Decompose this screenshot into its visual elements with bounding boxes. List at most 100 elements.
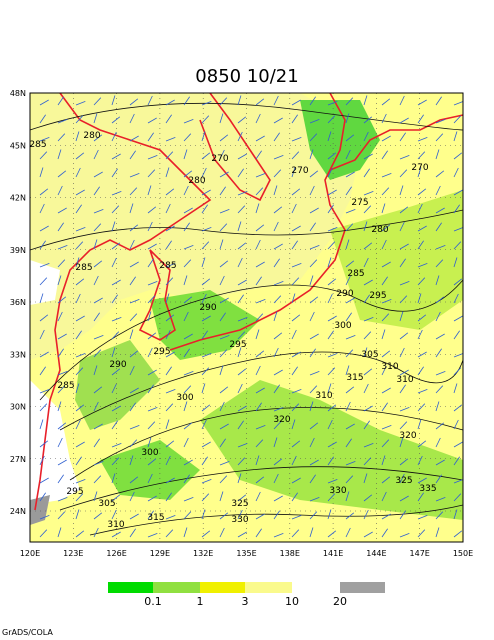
- lat-tick-label: 33N: [10, 350, 26, 359]
- wind-barb: [75, 204, 82, 214]
- wind-barb: [57, 296, 67, 304]
- wind-barb: [273, 347, 279, 358]
- contour-label: 305: [98, 499, 115, 509]
- wind-barb: [129, 135, 139, 142]
- wind-barb: [327, 227, 338, 232]
- wind-barb: [399, 437, 404, 448]
- wind-barb: [255, 98, 265, 106]
- wind-barb: [309, 296, 319, 304]
- wind-barb: [93, 149, 99, 160]
- wind-barb: [327, 257, 332, 268]
- wind-barb: [417, 188, 427, 196]
- wind-barb: [309, 119, 320, 124]
- wind-barb: [435, 348, 442, 358]
- wind-barb: [399, 458, 409, 466]
- wind-barb: [453, 204, 460, 214]
- contour: [89, 504, 464, 536]
- wind-barb: [219, 97, 228, 106]
- lon-tick-label: 123E: [63, 549, 83, 558]
- wind-barb: [327, 441, 337, 448]
- wind-barb: [309, 207, 319, 214]
- wind-barb: [201, 315, 211, 322]
- wind-barb: [291, 529, 300, 538]
- wind-barb: [345, 113, 350, 124]
- contour-label: 325: [231, 499, 248, 509]
- wind-barb: [165, 203, 171, 214]
- wind-barb: [219, 423, 229, 430]
- wind-barb: [273, 473, 279, 484]
- wind-barb: [147, 347, 153, 358]
- wind-barb: [273, 369, 283, 376]
- wind-barb: [327, 509, 332, 520]
- contour: [39, 279, 464, 401]
- wind-barb: [291, 329, 297, 340]
- wind-barb: [381, 387, 391, 394]
- wind-barb: [183, 333, 193, 340]
- wind-barb: [255, 113, 261, 124]
- wind-barb: [129, 261, 139, 268]
- wind-barb: [111, 509, 117, 520]
- contour-label: 320: [399, 431, 416, 441]
- wind-barb: [435, 170, 445, 178]
- green-region: [330, 190, 463, 330]
- wind-barb: [381, 98, 391, 106]
- wind-barb: [111, 294, 118, 304]
- wind-barb: [291, 515, 302, 520]
- wind-barb: [399, 347, 405, 358]
- wind-barb: [111, 221, 116, 232]
- contour-label: 285: [159, 261, 176, 271]
- wind-barb: [39, 455, 45, 466]
- wind-barb: [363, 131, 369, 142]
- wind-barb: [201, 367, 210, 376]
- wind-barb: [183, 245, 194, 250]
- lon-tick-label: 138E: [280, 549, 300, 558]
- wind-barb: [219, 491, 224, 502]
- lat-tick-label: 24N: [10, 507, 26, 516]
- wind-barb: [219, 171, 229, 178]
- wind-barb: [417, 151, 426, 160]
- wind-barb: [39, 188, 49, 196]
- coastline: [329, 114, 464, 171]
- wind-barb: [57, 527, 62, 538]
- wind-barb: [147, 206, 157, 214]
- wind-barb: [129, 299, 140, 304]
- wind-barb: [183, 527, 188, 538]
- wind-barb: [165, 329, 171, 340]
- wind-barb: [435, 259, 444, 268]
- wind-barb: [201, 115, 210, 124]
- wind-barb: [381, 224, 391, 232]
- wind-barb: [75, 101, 86, 106]
- wind-barb: [165, 366, 172, 376]
- contour: [59, 466, 464, 511]
- wind-barb: [183, 207, 193, 214]
- wind-barb: [39, 277, 48, 286]
- wind-barb: [75, 367, 84, 376]
- wind-barb: [219, 512, 229, 520]
- wind-barb: [255, 365, 261, 376]
- wind-barb: [417, 389, 428, 394]
- lon-tick-label: 120E: [20, 549, 40, 558]
- wind-barb: [75, 419, 81, 430]
- wind-barb: [201, 456, 208, 466]
- wind-barb: [255, 439, 264, 448]
- coastline: [138, 249, 176, 341]
- wind-barb: [165, 167, 170, 178]
- wind-barb: [345, 423, 355, 430]
- wind-barb: [147, 95, 153, 106]
- wind-barb: [183, 371, 194, 376]
- wind-barb: [273, 243, 283, 250]
- wind-barb: [273, 258, 280, 268]
- wind-barb: [147, 169, 156, 178]
- wind-barb: [345, 134, 355, 142]
- wind-barb: [165, 240, 172, 250]
- contour-label: 330: [231, 515, 248, 525]
- legend-swatch: [340, 582, 385, 593]
- wind-barb: [93, 386, 103, 394]
- wind-barb: [363, 509, 369, 520]
- wind-barb: [417, 366, 424, 376]
- wind-barb: [255, 455, 260, 466]
- wind-barb: [201, 167, 207, 178]
- wind-barb: [93, 171, 103, 178]
- lat-tick-label: 27N: [10, 455, 26, 464]
- wind-barb: [183, 275, 188, 286]
